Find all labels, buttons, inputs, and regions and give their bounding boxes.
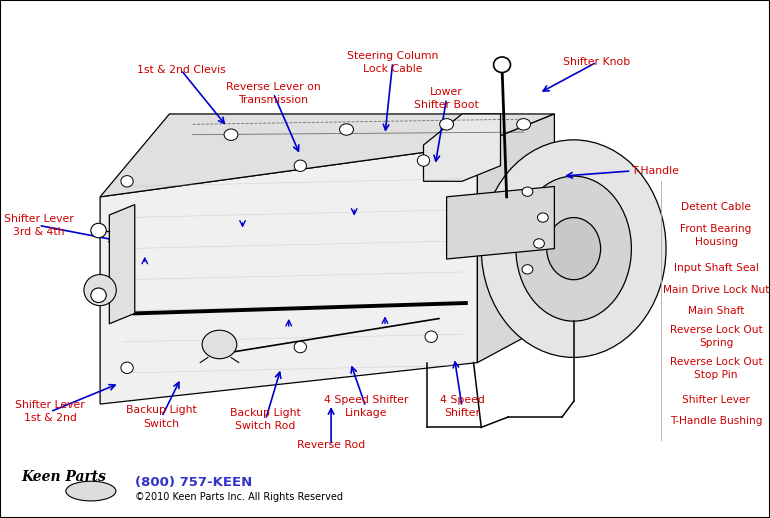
Polygon shape (477, 114, 554, 363)
Ellipse shape (522, 187, 533, 196)
Polygon shape (109, 205, 135, 324)
Ellipse shape (537, 213, 548, 222)
Ellipse shape (121, 362, 133, 373)
Ellipse shape (121, 176, 133, 187)
Text: ©2010 Keen Parts Inc. All Rights Reserved: ©2010 Keen Parts Inc. All Rights Reserve… (135, 492, 343, 502)
Text: Backup Light
Switch Rod: Backup Light Switch Rod (230, 408, 301, 431)
Polygon shape (100, 114, 554, 197)
Ellipse shape (91, 223, 106, 238)
Text: Reverse Lock Out
Stop Pin: Reverse Lock Out Stop Pin (670, 357, 762, 380)
Ellipse shape (84, 275, 116, 306)
Text: Main Drive Lock Nut: Main Drive Lock Nut (663, 285, 769, 295)
Ellipse shape (224, 129, 238, 140)
Text: Shifter Lever: Shifter Lever (682, 395, 750, 405)
Text: Reverse Rod: Reverse Rod (297, 440, 365, 451)
Text: Main Shaft: Main Shaft (688, 306, 745, 316)
Text: Reverse Lever on
Transmission: Reverse Lever on Transmission (226, 82, 321, 105)
Ellipse shape (494, 57, 511, 73)
Text: Lower
Shifter Boot: Lower Shifter Boot (414, 87, 479, 110)
Text: Front Bearing
Housing: Front Bearing Housing (681, 224, 752, 247)
Ellipse shape (547, 218, 601, 280)
Text: Reverse Lock Out
Spring: Reverse Lock Out Spring (670, 325, 762, 348)
Text: Shifter Lever
1st & 2nd: Shifter Lever 1st & 2nd (15, 400, 85, 423)
Polygon shape (100, 145, 477, 404)
Polygon shape (447, 186, 554, 259)
Ellipse shape (481, 140, 666, 357)
Text: T-Handle Bushing: T-Handle Bushing (670, 415, 762, 426)
Text: 4 Speed Shifter
Linkage: 4 Speed Shifter Linkage (323, 395, 408, 418)
Ellipse shape (202, 330, 237, 358)
Ellipse shape (294, 341, 306, 353)
Polygon shape (424, 114, 501, 181)
Text: Shifter Knob: Shifter Knob (563, 57, 631, 67)
Text: Input Shaft Seal: Input Shaft Seal (674, 263, 758, 273)
Ellipse shape (91, 288, 106, 303)
Ellipse shape (65, 481, 116, 501)
Ellipse shape (522, 265, 533, 274)
Text: 1st & 2nd Clevis: 1st & 2nd Clevis (136, 65, 226, 75)
Ellipse shape (340, 124, 353, 135)
Text: 4 Speed
Shifter: 4 Speed Shifter (440, 395, 484, 418)
Ellipse shape (425, 331, 437, 342)
Ellipse shape (417, 155, 430, 166)
Text: Detent Cable: Detent Cable (681, 202, 751, 212)
Ellipse shape (517, 119, 531, 130)
Ellipse shape (294, 160, 306, 171)
Text: Steering Column
Lock Cable: Steering Column Lock Cable (347, 51, 438, 74)
Text: Backup Light
Switch: Backup Light Switch (126, 406, 197, 428)
Text: Shifter Lever
3rd & 4th: Shifter Lever 3rd & 4th (4, 214, 73, 237)
Text: (800) 757-KEEN: (800) 757-KEEN (135, 476, 252, 490)
Ellipse shape (534, 239, 544, 248)
Text: T-Handle: T-Handle (631, 166, 679, 176)
Ellipse shape (516, 176, 631, 321)
Text: Keen Parts: Keen Parts (22, 469, 106, 484)
Ellipse shape (440, 119, 454, 130)
